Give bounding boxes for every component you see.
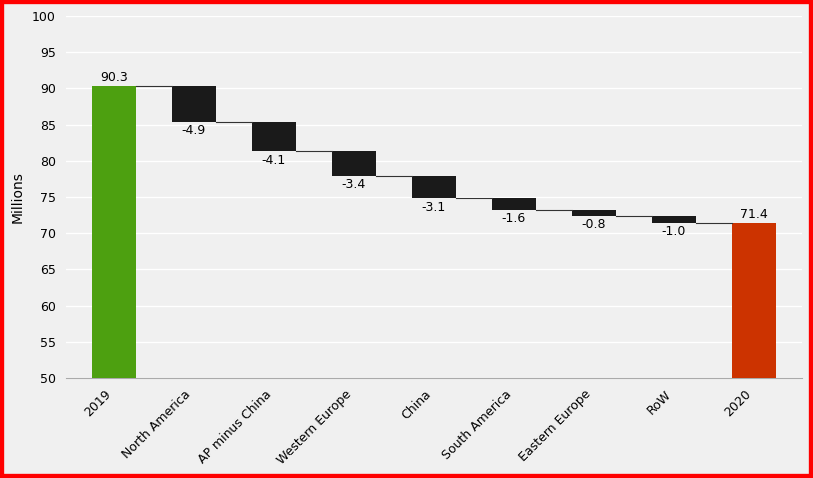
Bar <box>732 223 776 378</box>
Text: -3.4: -3.4 <box>341 178 366 191</box>
Text: -4.9: -4.9 <box>181 124 206 137</box>
Bar <box>411 176 456 198</box>
Bar <box>572 210 615 216</box>
Bar <box>172 87 215 122</box>
Text: 90.3: 90.3 <box>100 71 128 84</box>
Bar <box>252 122 296 152</box>
Text: -3.1: -3.1 <box>422 201 446 214</box>
Y-axis label: Millions: Millions <box>11 171 25 223</box>
Bar <box>652 216 696 223</box>
Bar <box>492 198 536 210</box>
Text: -4.1: -4.1 <box>262 153 286 167</box>
Text: 71.4: 71.4 <box>740 208 767 221</box>
Text: -1.6: -1.6 <box>502 212 526 225</box>
Text: -1.0: -1.0 <box>662 225 686 238</box>
Bar <box>92 87 136 378</box>
Text: -0.8: -0.8 <box>581 218 606 231</box>
Bar <box>332 152 376 176</box>
